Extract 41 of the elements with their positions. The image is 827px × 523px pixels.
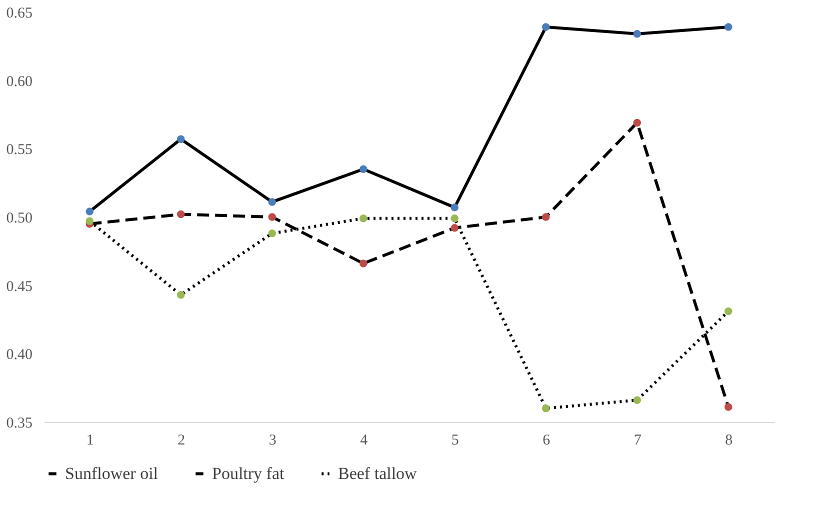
point xyxy=(450,204,458,212)
y-tick-label: 0.65 xyxy=(6,6,32,22)
point xyxy=(268,230,276,238)
x-tick-label: 3 xyxy=(268,432,276,448)
y-tick-label: 0.45 xyxy=(6,278,32,295)
point xyxy=(633,30,641,38)
x-tick-label: 1 xyxy=(86,432,94,448)
point xyxy=(177,135,185,143)
point xyxy=(633,396,641,404)
x-tick-label: 5 xyxy=(451,432,459,448)
point xyxy=(268,213,276,221)
point xyxy=(724,23,732,31)
point xyxy=(177,210,185,218)
point xyxy=(542,213,550,221)
x-tick-label: 2 xyxy=(178,432,186,448)
y-tick-label: 0.40 xyxy=(6,347,32,364)
x-tick-label: 6 xyxy=(542,432,551,448)
point xyxy=(450,224,458,232)
point xyxy=(86,208,94,216)
y-tick-label: 0.55 xyxy=(6,142,32,158)
legend-label: Poultry fat xyxy=(212,464,285,483)
legend-label: Beef tallow xyxy=(338,464,418,483)
point xyxy=(360,165,368,174)
point xyxy=(268,198,276,206)
point xyxy=(177,291,185,299)
point xyxy=(542,23,550,31)
point xyxy=(360,260,368,268)
point xyxy=(360,214,368,222)
point xyxy=(724,307,732,316)
point xyxy=(542,404,550,412)
point xyxy=(86,217,94,225)
y-tick-label: 0.50 xyxy=(6,210,32,226)
x-tick-label: 7 xyxy=(634,432,642,448)
point xyxy=(450,214,458,222)
y-tick-label: 0.35 xyxy=(6,416,32,432)
point xyxy=(724,403,732,411)
y-tick-label: 0.60 xyxy=(6,74,32,90)
point xyxy=(633,118,641,127)
x-tick-label: 4 xyxy=(360,432,368,448)
x-tick-label: 8 xyxy=(725,432,733,448)
legend-label: Sunflower oil xyxy=(65,464,158,483)
